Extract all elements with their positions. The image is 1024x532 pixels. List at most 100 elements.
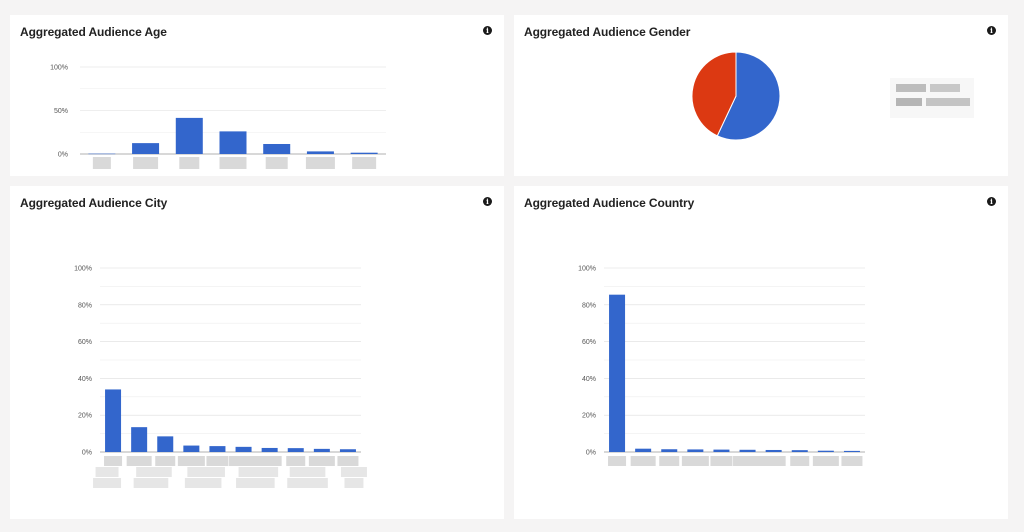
x-tick-label-redacted — [126, 456, 152, 466]
x-tick-label-redacted — [733, 456, 763, 466]
bar[interactable] — [209, 446, 226, 452]
y-tick-label: 0% — [82, 450, 92, 457]
gender-legend-redacted — [890, 78, 974, 118]
bar[interactable] — [687, 449, 704, 452]
x-tick-label-redacted — [229, 456, 259, 466]
x-tick-label-redacted — [352, 157, 377, 169]
y-tick-label: 50% — [54, 108, 68, 115]
x-tick-label-redacted — [95, 467, 119, 477]
pie-slice[interactable] — [691, 51, 737, 137]
x-tick-label-redacted — [219, 157, 247, 169]
country-bar-chart: 0% 20% 40% 60% 80% 100% — [578, 266, 865, 466]
x-tick-label-redacted — [287, 478, 317, 488]
bar[interactable] — [817, 450, 834, 452]
bar[interactable] — [313, 448, 330, 452]
y-tick-label: 20% — [582, 413, 596, 420]
bar[interactable] — [235, 446, 252, 452]
pie-slice[interactable] — [716, 51, 781, 141]
card-title: Aggregated Audience Gender — [524, 25, 691, 39]
info-icon[interactable]: i — [483, 197, 492, 206]
x-tick-label-redacted — [659, 456, 680, 466]
x-tick-label-redacted — [257, 456, 282, 466]
bar[interactable] — [287, 448, 304, 452]
bar[interactable] — [183, 445, 200, 452]
bar[interactable] — [713, 449, 730, 452]
card-gender: Aggregated Audience Gender i — [514, 15, 1008, 176]
x-tick-label-redacted — [133, 157, 159, 169]
bar[interactable] — [261, 447, 278, 452]
x-tick-label-redacted — [150, 478, 169, 488]
bar[interactable] — [219, 131, 247, 154]
x-tick-label-redacted — [136, 467, 155, 477]
info-icon[interactable]: i — [483, 26, 492, 35]
x-tick-label-redacted — [289, 467, 314, 477]
bar[interactable] — [306, 151, 334, 154]
bar[interactable] — [661, 449, 678, 452]
x-tick-label-redacted — [104, 456, 123, 466]
bar[interactable] — [105, 389, 122, 452]
x-tick-label-redacted — [133, 478, 157, 488]
x-tick-label-redacted — [252, 478, 275, 488]
x-tick-label-redacted — [710, 456, 733, 466]
x-tick-label-redacted — [308, 456, 335, 466]
x-tick-label-redacted — [177, 456, 205, 466]
y-tick-label: 100% — [578, 266, 596, 273]
x-tick-label-redacted — [201, 478, 222, 488]
card-title: Aggregated Audience Age — [20, 25, 167, 39]
gender-pie-chart — [691, 51, 781, 141]
y-tick-label: 80% — [78, 302, 92, 309]
card-title: Aggregated Audience City — [20, 196, 168, 210]
y-tick-label: 100% — [50, 65, 68, 72]
x-tick-label-redacted — [206, 456, 229, 466]
city-bar-chart: 0% 20% 40% 60% 80% 100% — [74, 266, 367, 488]
bar[interactable] — [843, 450, 860, 452]
info-icon[interactable]: i — [987, 26, 996, 35]
bar[interactable] — [88, 153, 116, 155]
bar[interactable] — [157, 436, 174, 452]
y-tick-label: 80% — [582, 302, 596, 309]
age-bar-chart: 0% 50% 100% — [50, 65, 386, 169]
x-tick-label-redacted — [337, 456, 359, 466]
bar[interactable] — [609, 294, 626, 452]
y-tick-label: 40% — [582, 376, 596, 383]
x-tick-label-redacted — [761, 456, 786, 466]
bar[interactable] — [765, 449, 782, 452]
bar[interactable] — [635, 448, 652, 452]
x-tick-label-redacted — [179, 157, 200, 169]
x-tick-label-redacted — [812, 456, 839, 466]
y-tick-label: 60% — [78, 339, 92, 346]
x-tick-label-redacted — [340, 467, 367, 477]
y-tick-label: 100% — [74, 266, 92, 273]
x-tick-label-redacted — [155, 456, 176, 466]
y-tick-label: 20% — [78, 413, 92, 420]
card-city: Aggregated Audience City i 0% 20% 40% 60% 80… — [10, 186, 504, 519]
bar[interactable] — [791, 450, 808, 452]
x-tick-label-redacted — [306, 467, 326, 477]
x-tick-label-redacted — [630, 456, 656, 466]
x-tick-label-redacted — [305, 157, 335, 169]
bar[interactable] — [132, 143, 160, 154]
bar[interactable] — [263, 143, 291, 154]
x-tick-label-redacted — [681, 456, 709, 466]
x-tick-label-redacted — [344, 478, 364, 488]
card-title: Aggregated Audience Country — [524, 196, 695, 210]
bar[interactable] — [339, 449, 356, 452]
x-tick-label-redacted — [187, 467, 208, 477]
bar[interactable] — [739, 449, 756, 452]
x-tick-label-redacted — [92, 157, 111, 169]
x-tick-label-redacted — [146, 467, 172, 477]
bar[interactable] — [175, 117, 203, 154]
y-tick-label: 40% — [78, 376, 92, 383]
x-tick-label-redacted — [790, 456, 810, 466]
x-tick-label-redacted — [303, 478, 328, 488]
x-tick-label-redacted — [93, 478, 122, 488]
x-tick-label-redacted — [608, 456, 627, 466]
x-tick-label-redacted — [197, 467, 225, 477]
bar[interactable] — [350, 152, 378, 154]
x-tick-label-redacted — [249, 467, 279, 477]
info-icon[interactable]: i — [987, 197, 996, 206]
y-tick-label: 0% — [58, 152, 68, 159]
x-tick-label-redacted — [265, 157, 288, 169]
x-tick-label-redacted — [236, 478, 264, 488]
bar[interactable] — [131, 427, 148, 452]
